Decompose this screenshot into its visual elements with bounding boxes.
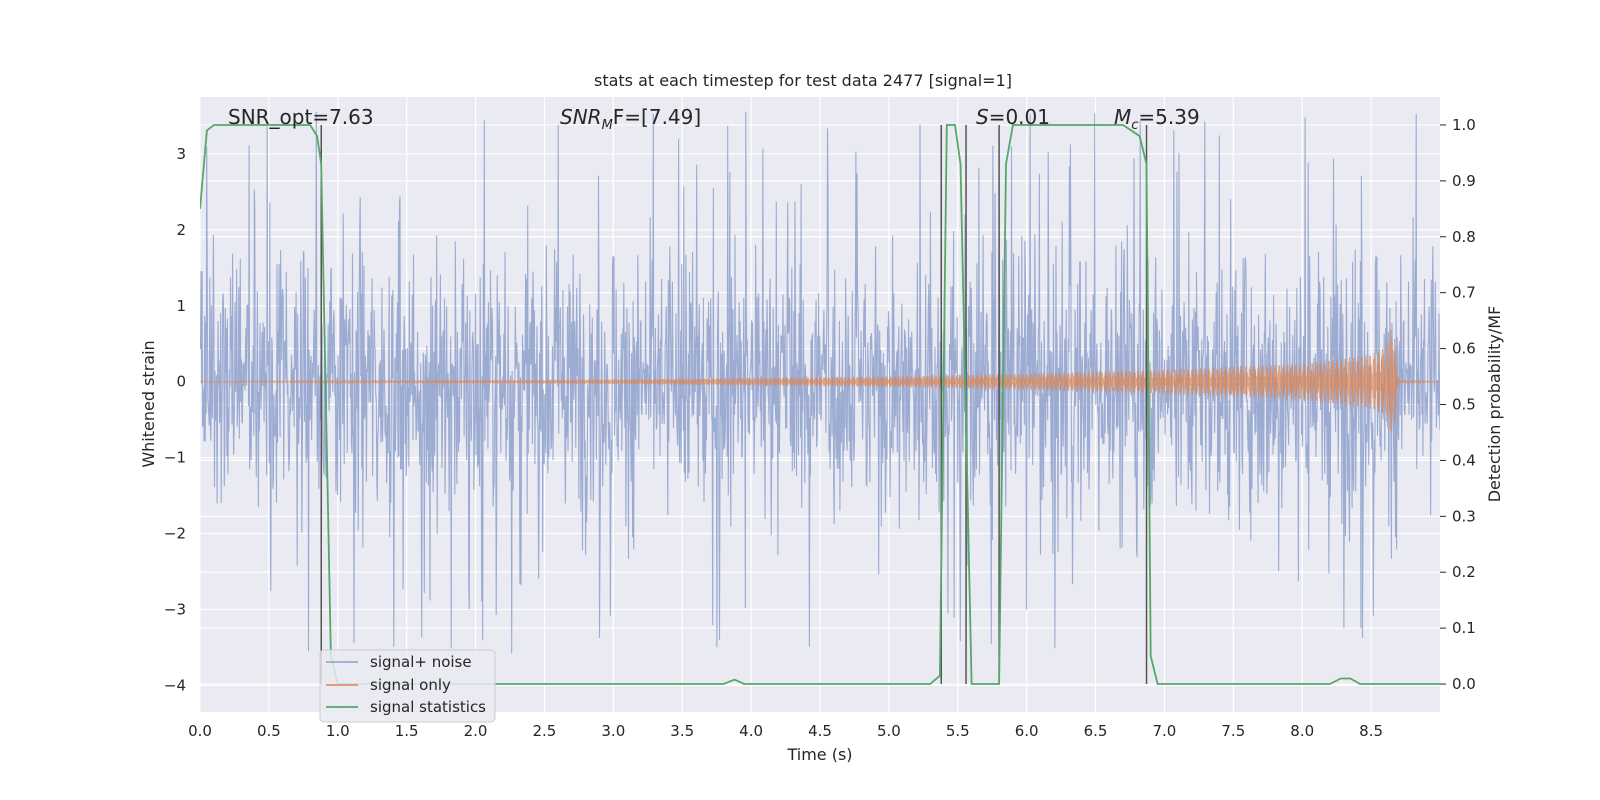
right-y-tick-label: 1.0	[1452, 116, 1476, 134]
x-axis-label: Time (s)	[786, 745, 852, 764]
annotation-s-tail: =0.01	[989, 105, 1050, 129]
legend-label-signal-noise: signal+ noise	[370, 653, 472, 671]
y-axis-ticks: 3 2 1 0 −1 −2 −3 −4	[164, 145, 186, 694]
right-y-tick-label: 0.3	[1452, 507, 1476, 525]
y-tick-label: 2	[176, 221, 186, 239]
x-tick-label: 0.5	[257, 722, 281, 740]
annotation-snr-mf-sub: M	[602, 118, 613, 133]
x-tick-label: 4.5	[808, 722, 832, 740]
y-tick-label: −4	[164, 676, 186, 694]
right-y-tick-label: 0.7	[1452, 284, 1476, 302]
annotation-mc: Mc=5.39	[1114, 105, 1200, 133]
series-signal-statistics-line	[200, 124, 1440, 685]
x-tick-label: 8.5	[1359, 722, 1383, 740]
legend-box	[319, 649, 496, 723]
right-y-tick-label: 0.0	[1452, 675, 1476, 693]
y-tick-label: 3	[176, 145, 186, 163]
right-y-tick-label: 0.2	[1452, 563, 1476, 581]
annotation-s: S=0.01	[976, 105, 1050, 129]
x-tick-label: 2.5	[533, 722, 557, 740]
annotation-snr-mf: SNRMF=[7.49]	[560, 105, 701, 133]
y-tick-label: −1	[164, 449, 186, 467]
x-tick-label: 7.0	[1153, 722, 1177, 740]
x-tick-label: 3.5	[670, 722, 694, 740]
x-tick-label: 1.0	[326, 722, 350, 740]
legend-label-signal-only: signal only	[370, 676, 451, 694]
legend: signal+ noise signal only signal statist…	[319, 649, 496, 723]
right-y-tick-label: 0.6	[1452, 340, 1476, 358]
annotation-snr-opt: SNR_opt=7.63	[228, 105, 374, 129]
legend-label-signal-statistics: signal statistics	[370, 698, 486, 716]
y-tick-label: −3	[164, 601, 186, 619]
x-tick-label: 0.0	[188, 722, 212, 740]
x-tick-label: 7.5	[1221, 722, 1245, 740]
annotation-mc-tail: =5.39	[1138, 105, 1199, 129]
x-tick-label: 1.5	[395, 722, 419, 740]
x-tick-label: 3.0	[601, 722, 625, 740]
x-axis-ticks: 0.0 0.5 1.0 1.5 2.0 2.5 3.0 3.5 4.0 4.5 5.0 5.5 6.0 6…	[188, 722, 1383, 740]
series-signal-only-line	[200, 329, 1440, 433]
x-tick-label: 8.0	[1290, 722, 1314, 740]
annotation-snr-mf-base: SNR	[560, 105, 602, 129]
x-tick-label: 5.5	[946, 722, 970, 740]
right-y-tick-label: 0.8	[1452, 228, 1476, 246]
y-tick-label: −2	[164, 525, 186, 543]
right-y-tick-label: 0.4	[1452, 451, 1476, 469]
right-y-axis-ticks: 1.0 0.9 0.8 0.7 0.6 0.5 0.4 0.3 0.2 0.1 0.0	[1440, 116, 1476, 693]
x-tick-label: 6.5	[1084, 722, 1108, 740]
chart-title: stats at each timestep for test data 247…	[594, 71, 1012, 90]
annotation-mc-sub: c	[1131, 118, 1138, 133]
annotation-mc-base: M	[1114, 105, 1131, 129]
right-y-axis-label: Detection probability/MF	[1485, 306, 1504, 503]
annotation-s-base: S	[976, 105, 989, 129]
x-tick-label: 6.0	[1015, 722, 1039, 740]
y-axis-label: Whitened strain	[139, 340, 158, 467]
y-tick-label: 0	[176, 373, 186, 391]
annotation-snr-mf-tail: F=[7.49]	[613, 105, 701, 129]
right-y-tick-label: 0.1	[1452, 619, 1476, 637]
x-tick-label: 5.0	[877, 722, 901, 740]
right-y-tick-label: 0.5	[1452, 396, 1476, 414]
x-tick-label: 2.0	[464, 722, 488, 740]
right-y-tick-label: 0.9	[1452, 172, 1476, 190]
x-tick-label: 4.0	[739, 722, 763, 740]
y-tick-label: 1	[176, 297, 186, 315]
